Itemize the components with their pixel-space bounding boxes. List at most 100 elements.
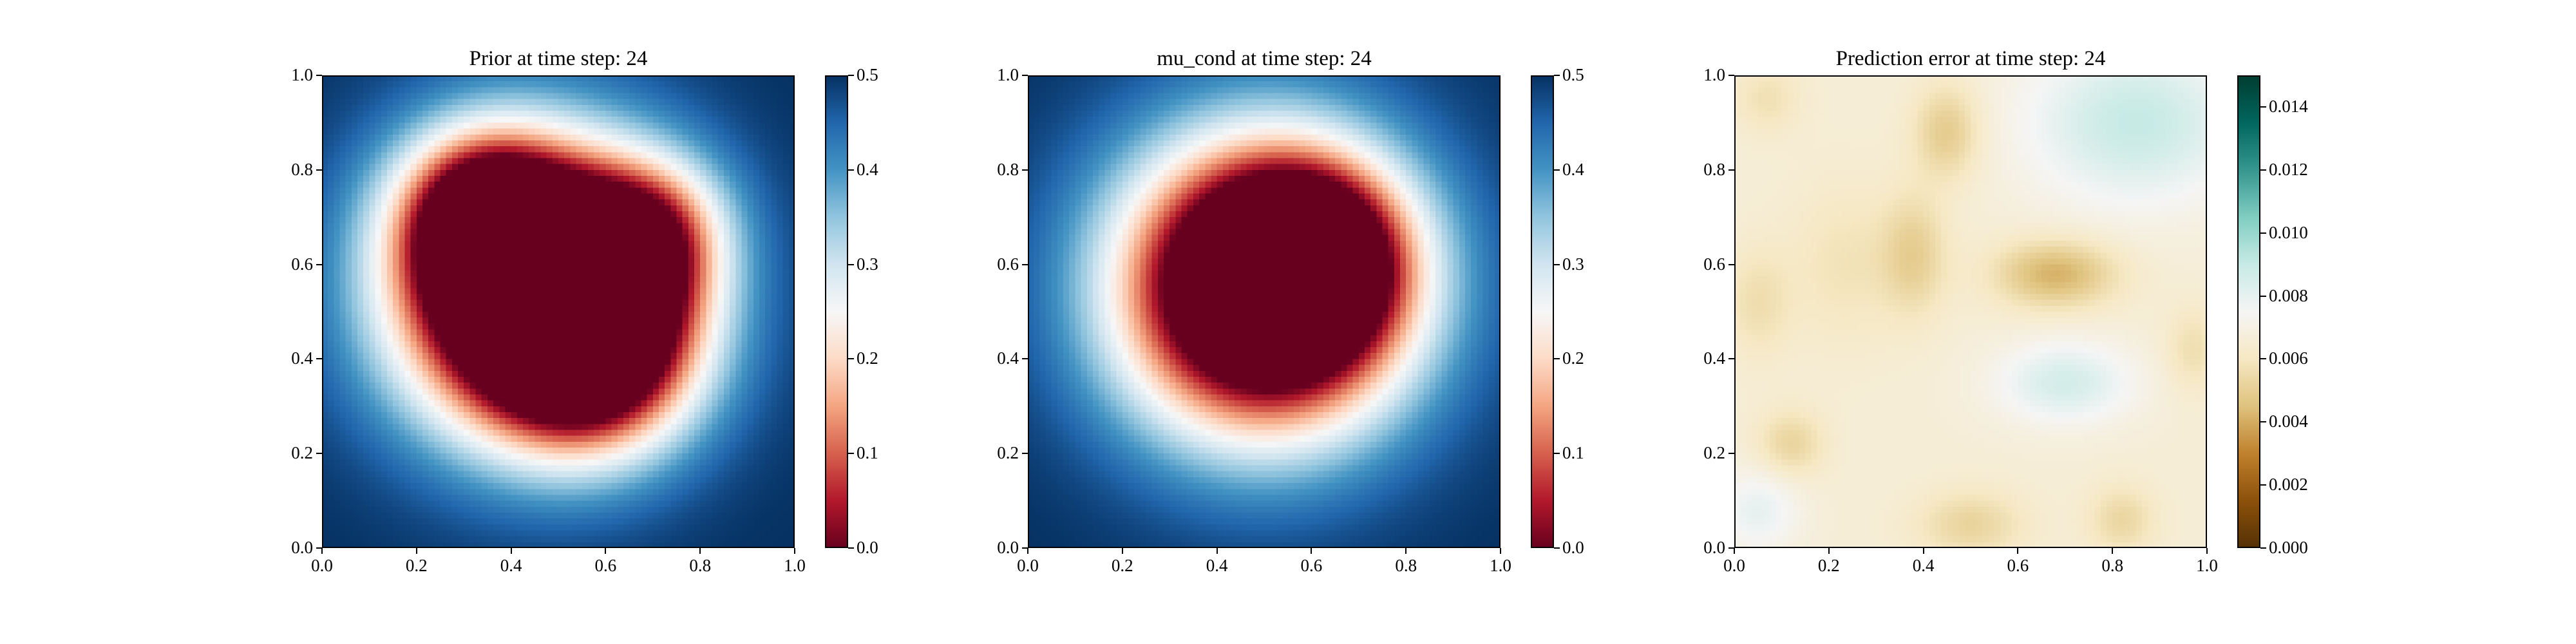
heatmap-cell: [647, 87, 654, 94]
heatmap-cell: [404, 294, 412, 301]
heatmap-cell: [647, 193, 654, 200]
heatmap-cell: [393, 347, 399, 354]
heatmap-cell: [576, 288, 583, 295]
heatmap-cell: [393, 418, 399, 424]
heatmap-cell: [375, 187, 382, 194]
heatmap-cell: [469, 376, 477, 383]
heatmap-cell: [386, 365, 393, 372]
heatmap-cell: [570, 111, 577, 117]
heatmap-cell: [375, 99, 382, 106]
heatmap-cell: [451, 347, 459, 354]
heatmap-cell: [617, 430, 624, 437]
heatmap-cell: [694, 329, 701, 336]
heatmap-cell: [540, 182, 547, 188]
heatmap-cell: [594, 234, 600, 242]
heatmap-cell: [481, 376, 488, 383]
heatmap-cell: [652, 223, 659, 230]
heatmap-cell: [334, 158, 341, 165]
heatmap-cell: [339, 270, 346, 277]
heatmap-cell: [694, 323, 701, 330]
heatmap-cell: [464, 370, 470, 377]
heatmap-cell: [682, 276, 689, 283]
heatmap-cell: [322, 252, 328, 260]
heatmap-cell: [587, 312, 594, 318]
heatmap-cell: [552, 128, 559, 135]
heatmap-cell: [771, 317, 778, 324]
heatmap-cell: [771, 341, 778, 348]
heatmap-cell: [499, 152, 506, 159]
heatmap-cell: [458, 294, 464, 301]
heatmap-cell: [647, 288, 654, 295]
heatmap-cell: [428, 335, 435, 342]
heatmap-cell: [753, 335, 760, 342]
heatmap-cell: [641, 383, 648, 389]
heatmap-cell: [706, 353, 713, 360]
heatmap-cell: [682, 288, 689, 295]
heatmap-cell: [712, 252, 719, 260]
heatmap-cell: [647, 187, 654, 194]
heatmap-cell: [345, 81, 352, 88]
heatmap-cell: [717, 122, 724, 129]
heatmap-cell: [339, 335, 346, 342]
heatmap-cell: [658, 140, 665, 147]
heatmap-cell: [694, 175, 701, 182]
heatmap-cell: [641, 305, 648, 312]
heatmap-cell: [605, 229, 612, 236]
heatmap-cell: [363, 152, 370, 159]
heatmap-cell: [535, 383, 542, 389]
heatmap-cell: [428, 317, 435, 324]
heatmap-cell: [647, 430, 654, 437]
heatmap-cell: [700, 169, 706, 176]
heatmap-cell: [434, 252, 441, 260]
heatmap-cell: [535, 288, 542, 295]
heatmap-cell: [393, 199, 399, 206]
heatmap-cell: [399, 134, 406, 141]
heatmap-cell: [564, 365, 571, 372]
heatmap-cell: [670, 140, 677, 147]
heatmap-cell: [623, 383, 630, 389]
heatmap-cell: [339, 229, 346, 236]
heatmap-cell: [759, 122, 766, 129]
heatmap-cell: [369, 75, 376, 82]
heatmap-cell: [611, 424, 618, 431]
heatmap-cell: [741, 299, 748, 307]
heatmap-cell: [741, 211, 748, 218]
heatmap-cell: [511, 400, 518, 407]
heatmap-cell: [446, 199, 453, 206]
heatmap-cell: [386, 418, 393, 424]
heatmap-cell: [717, 117, 724, 124]
heatmap-cell: [576, 252, 583, 260]
heatmap-cell: [765, 406, 772, 413]
heatmap-cell: [416, 87, 423, 94]
heatmap-cell: [535, 87, 542, 94]
heatmap-cell: [328, 240, 334, 247]
heatmap-cell: [788, 205, 795, 212]
heatmap-cell: [493, 388, 500, 395]
heatmap-cell: [487, 441, 494, 448]
heatmap-cell: [522, 229, 529, 236]
heatmap-cell: [706, 93, 713, 100]
heatmap-cell: [458, 412, 464, 419]
heatmap-cell: [381, 359, 388, 366]
heatmap-cell: [440, 140, 447, 147]
heatmap-cell: [735, 229, 743, 236]
heatmap-cell: [369, 353, 376, 360]
heatmap-cell: [771, 234, 778, 242]
heatmap-cell: [410, 424, 417, 431]
heatmap-cell: [712, 288, 719, 295]
heatmap-cell: [446, 299, 453, 307]
heatmap-cell: [765, 270, 772, 277]
heatmap-cell: [546, 388, 553, 395]
heatmap-cell: [469, 169, 477, 176]
heatmap-cell: [375, 211, 382, 218]
heatmap-cell: [375, 276, 382, 283]
heatmap-cell: [464, 376, 470, 383]
heatmap-cell: [582, 122, 589, 129]
heatmap-cell: [706, 81, 713, 88]
heatmap-cell: [564, 75, 571, 82]
heatmap-cell: [511, 140, 518, 147]
heatmap-cell: [422, 264, 429, 271]
heatmap-cell: [345, 424, 352, 431]
heatmap-cell: [682, 75, 689, 82]
heatmap-cell: [322, 430, 328, 437]
